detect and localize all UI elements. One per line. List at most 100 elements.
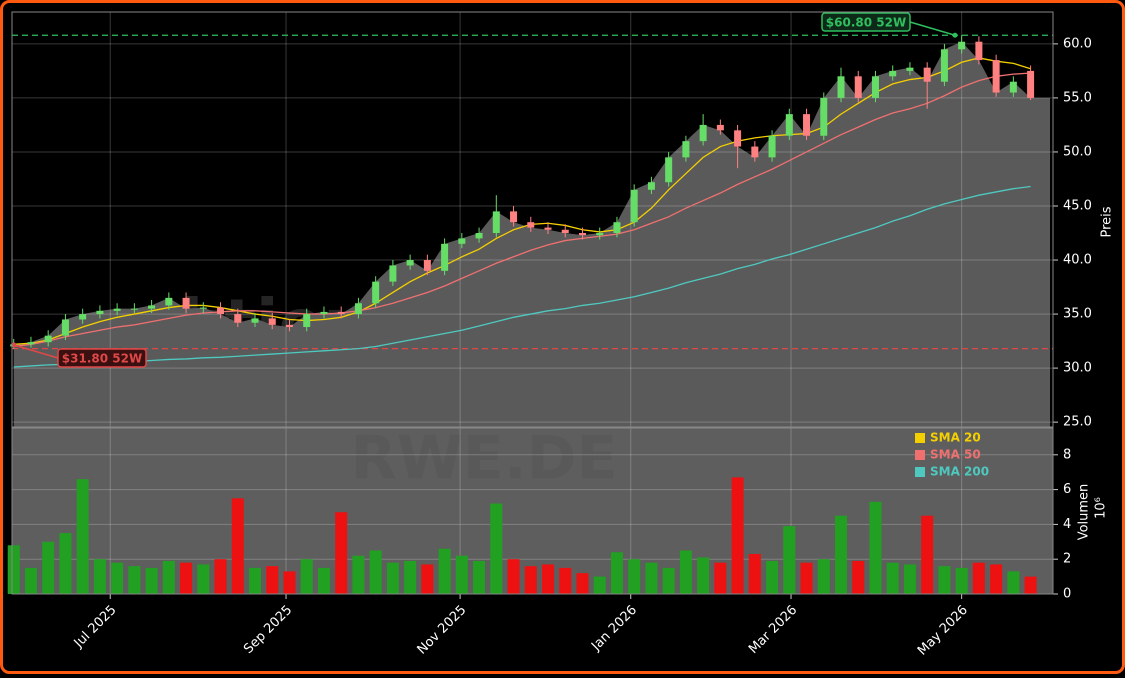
y-tick-label: 40.0 — [1063, 253, 1092, 268]
annotation-arrow — [13, 344, 59, 359]
volume-bar — [283, 571, 296, 594]
volume-bar — [835, 515, 848, 594]
candle-body — [699, 124, 707, 142]
volume-bar — [404, 560, 417, 594]
candle-body — [217, 307, 225, 315]
volume-bar — [438, 548, 451, 594]
candle-body — [665, 157, 673, 183]
candle-body — [165, 297, 173, 306]
volume-bar — [1007, 571, 1020, 594]
candle-body — [96, 310, 104, 315]
volume-bar — [249, 567, 262, 594]
candle-body — [837, 76, 845, 98]
candle-body — [148, 305, 156, 309]
annotation-arrowhead — [952, 32, 958, 38]
candle-body — [871, 76, 879, 98]
price-area — [13, 41, 1050, 427]
volume-bar — [386, 562, 399, 594]
candle-body — [354, 303, 362, 315]
candle-body — [992, 60, 1000, 93]
candle-body — [372, 281, 380, 304]
legend-swatch — [915, 450, 925, 460]
volume-bar — [697, 557, 710, 594]
candle-body — [854, 76, 862, 98]
volume-tick-label: 0 — [1063, 587, 1071, 602]
y-tick-label: 25.0 — [1063, 415, 1092, 430]
annotation-label: $60.80 52W — [826, 16, 906, 30]
y-tick-label: 55.0 — [1063, 90, 1092, 105]
volume-bar — [59, 533, 72, 594]
volume-bar — [1024, 576, 1037, 594]
candle-body — [251, 318, 259, 323]
volume-bar — [369, 550, 382, 594]
candle-body — [647, 182, 655, 190]
candle-body — [716, 124, 724, 131]
volume-bar — [507, 559, 520, 594]
y-tick-label: 60.0 — [1063, 36, 1092, 51]
candle-body — [940, 49, 948, 82]
candle-body — [268, 318, 276, 325]
volume-bar — [335, 512, 348, 594]
annotation-label: $31.80 52W — [62, 352, 142, 366]
volume-bar — [231, 498, 244, 594]
annotation-box — [57, 348, 147, 368]
candle-body — [406, 260, 414, 266]
annotation-box — [821, 12, 911, 32]
volume-bar — [679, 550, 692, 594]
candle-body — [889, 70, 897, 77]
volume-bar — [559, 567, 572, 594]
candle-body — [958, 41, 966, 50]
y-axis-label: Preis — [1100, 206, 1115, 237]
candle-body — [458, 238, 466, 244]
candle-body — [199, 307, 207, 309]
volume-bar — [645, 562, 658, 594]
volume-axis-label: Volumen — [1077, 484, 1092, 541]
volume-bar — [990, 564, 1003, 594]
volume-bar — [576, 573, 589, 594]
volume-bar — [300, 559, 313, 594]
volume-bar — [593, 576, 606, 594]
candle-body — [27, 342, 35, 345]
volume-bar — [524, 566, 537, 594]
volume-bar — [490, 503, 503, 594]
volume-bar — [628, 559, 641, 594]
volume-bar — [214, 559, 227, 594]
candle-body — [768, 135, 776, 158]
candle-body — [561, 229, 569, 234]
volume-bar — [197, 564, 210, 594]
volume-bar — [317, 567, 330, 594]
volume-tick-label: 4 — [1063, 517, 1071, 532]
candle-body — [803, 114, 811, 136]
sma-line — [13, 185, 1031, 368]
volume-bar — [731, 477, 744, 594]
volume-bar — [180, 562, 193, 594]
volume-bar — [714, 562, 727, 594]
volume-tick-label: 2 — [1063, 552, 1071, 567]
watermark: RWE.DE — [351, 424, 618, 494]
legend-swatch — [915, 467, 925, 477]
candle-body — [44, 335, 52, 343]
volume-bar — [421, 564, 434, 594]
candle-body — [510, 211, 518, 223]
legend-label: SMA 20 — [930, 431, 981, 445]
volume-bar — [266, 566, 279, 594]
volume-bar — [455, 555, 468, 594]
candle-body — [596, 233, 604, 236]
volume-bar — [145, 567, 158, 594]
candle-body — [1027, 70, 1035, 98]
price-border — [11, 11, 1054, 428]
y-tick-label: 30.0 — [1063, 361, 1092, 376]
candle-body — [751, 146, 759, 158]
candle-body — [182, 297, 190, 309]
candle-body — [303, 314, 311, 328]
candle-body — [475, 233, 483, 239]
volume-bar — [748, 553, 761, 594]
candle-body — [285, 324, 293, 328]
volume-bar — [766, 560, 779, 594]
candle-body — [785, 114, 793, 136]
candle-body — [441, 243, 449, 271]
legend-label: SMA 50 — [930, 448, 981, 462]
legend-label: SMA 200 — [930, 465, 989, 479]
candle-body — [423, 260, 431, 271]
